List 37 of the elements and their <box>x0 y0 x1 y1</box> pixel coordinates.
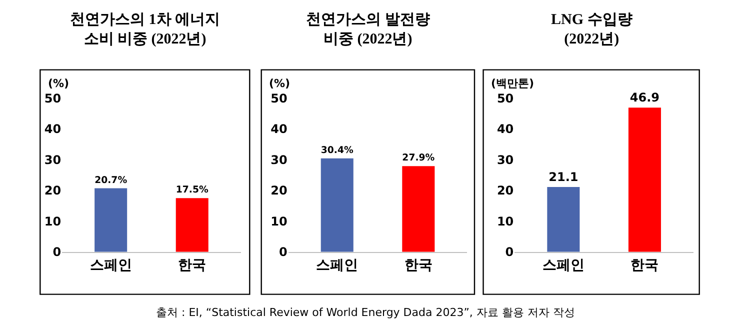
y-tick-label: 40 <box>44 122 62 136</box>
data-label: 17.5% <box>176 184 209 196</box>
source-note: 출처 : EI, “Statistical Review of World Energy Dada 2023”, 자료 활용 저자 작성 <box>156 306 575 319</box>
chart-title: 천연가스의 1차 에너지 소비 비중 (2022년) <box>70 12 220 48</box>
y-tick-label: 0 <box>505 245 514 260</box>
y-tick-label: 50 <box>44 91 62 106</box>
y-tick-label: 0 <box>52 245 62 260</box>
x-tick-label: 한국 <box>404 258 432 274</box>
y-tick-label: 0 <box>278 245 288 260</box>
y-tick-label: 20 <box>496 184 514 198</box>
y-tick-label: 40 <box>496 122 514 136</box>
y-tick-label: 50 <box>496 91 514 106</box>
y-axis-title: (%) <box>269 77 290 90</box>
y-axis-title: (백만톤) <box>491 77 534 90</box>
data-label: 20.7% <box>94 174 128 186</box>
y-tick-label: 20 <box>270 184 288 198</box>
x-tick-label: 한국 <box>178 258 206 274</box>
y-tick-label: 40 <box>270 122 288 136</box>
y-tick-label: 30 <box>496 152 514 167</box>
y-tick-label: 20 <box>44 184 62 198</box>
y-tick-label: 10 <box>496 214 514 228</box>
y-tick-label: 30 <box>270 152 288 167</box>
y-axis-title: (%) <box>48 77 70 90</box>
data-label: 21.1 <box>548 170 578 184</box>
x-tick-label: 스페인 <box>90 258 132 274</box>
x-tick-label: 스페인 <box>316 258 358 274</box>
y-tick-label: 50 <box>270 91 288 106</box>
y-tick-label: 10 <box>44 214 62 228</box>
data-label: 30.4% <box>320 145 354 156</box>
data-label: 27.9% <box>402 152 436 164</box>
y-tick-label: 10 <box>270 214 288 228</box>
x-tick-label: 스페인 <box>542 258 584 274</box>
chart-title: 천연가스의 발전량 비중 (2022년) <box>306 12 430 48</box>
data-label: 46.9 <box>630 90 660 105</box>
x-tick-label: 한국 <box>630 258 659 274</box>
chart-title: LNG 수입량 (2022년) <box>551 12 632 48</box>
y-tick-label: 30 <box>44 152 62 167</box>
